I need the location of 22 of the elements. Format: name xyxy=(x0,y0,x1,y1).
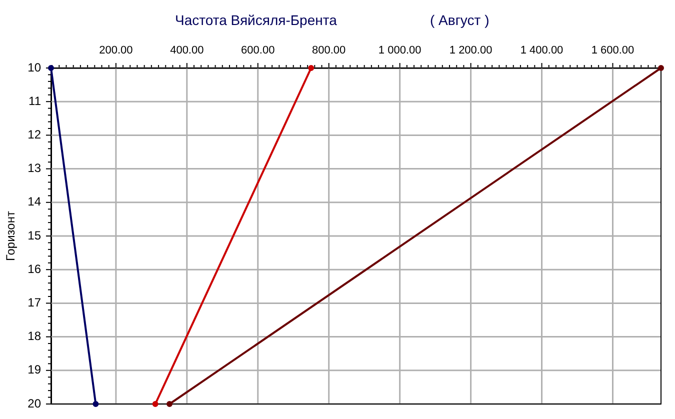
x-tick-label: 200.00 xyxy=(99,44,133,56)
y-tick-label: 14 xyxy=(28,194,42,209)
y-tick-label: 10 xyxy=(28,60,42,74)
x-tick-label: 400.00 xyxy=(170,44,204,56)
y-tick-label: 18 xyxy=(28,329,42,344)
y-tick-label: 13 xyxy=(28,161,42,176)
y-tick-label: 12 xyxy=(28,128,42,142)
y-tick-label: 17 xyxy=(28,296,42,310)
x-tick-label: 1 600.00 xyxy=(591,44,634,56)
y-tick-label: 20 xyxy=(28,396,42,410)
chart-title: Частота Вяйсяля-Брента xyxy=(175,12,337,28)
x-tick-label: 1 200.00 xyxy=(449,44,492,56)
chart-subtitle: ( Август ) xyxy=(430,12,490,28)
x-tick-label: 1 400.00 xyxy=(520,44,564,56)
x-tick-label: 800.00 xyxy=(312,44,346,56)
x-tick-label: 1 000.00 xyxy=(378,44,422,56)
y-tick-label: 15 xyxy=(28,228,42,242)
y-tick-label: 11 xyxy=(28,94,42,108)
y-tick-label: 16 xyxy=(28,262,42,276)
y-tick-label: 19 xyxy=(28,362,42,377)
x-tick-label: 600.00 xyxy=(241,44,275,56)
y-axis-title: Горизонт xyxy=(4,210,18,261)
